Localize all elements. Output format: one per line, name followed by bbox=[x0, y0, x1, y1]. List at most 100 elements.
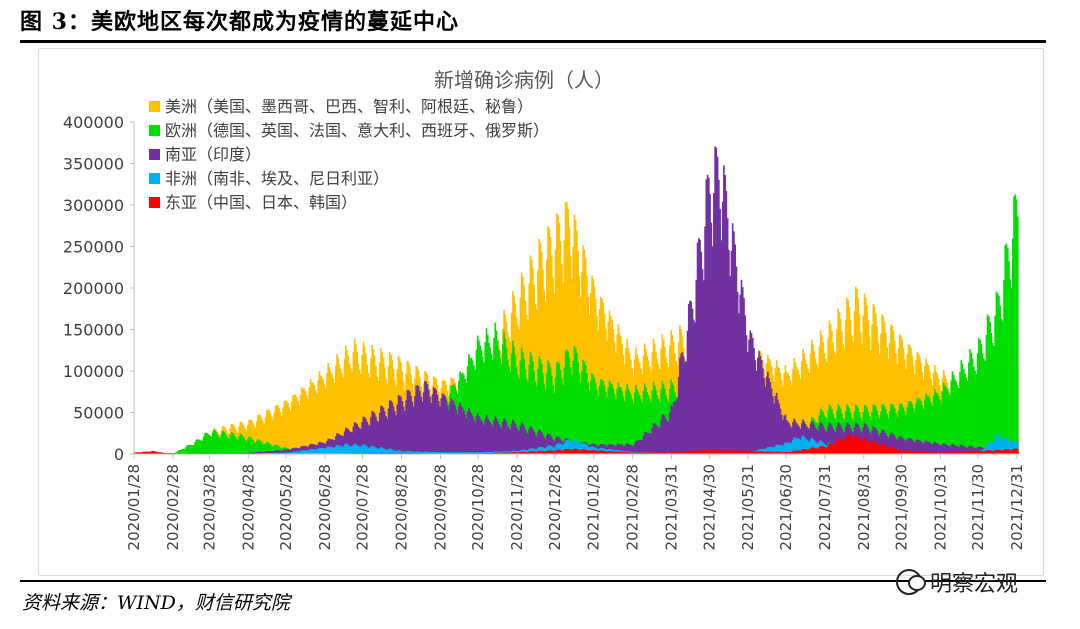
bar bbox=[445, 452, 448, 454]
bar bbox=[910, 347, 912, 454]
bar bbox=[411, 451, 414, 454]
bar bbox=[388, 400, 391, 454]
bar bbox=[430, 402, 433, 454]
bar bbox=[341, 435, 343, 454]
bar bbox=[798, 374, 801, 454]
bar bbox=[891, 446, 894, 454]
bar bbox=[985, 335, 988, 454]
bar bbox=[368, 447, 371, 454]
bar bbox=[755, 451, 758, 454]
bar bbox=[983, 358, 985, 454]
bar bbox=[839, 438, 842, 454]
bar bbox=[493, 420, 495, 454]
bar bbox=[865, 438, 867, 454]
bar bbox=[655, 452, 657, 454]
bar bbox=[870, 444, 872, 454]
bar bbox=[952, 444, 955, 454]
bar bbox=[1010, 288, 1013, 454]
bar bbox=[814, 448, 817, 454]
bar bbox=[892, 404, 895, 454]
bar bbox=[538, 450, 541, 454]
bar bbox=[811, 447, 813, 454]
bar bbox=[535, 309, 538, 454]
bar bbox=[821, 335, 823, 454]
bar bbox=[318, 447, 321, 454]
bar bbox=[313, 385, 316, 454]
bar bbox=[787, 373, 789, 454]
bar bbox=[788, 375, 791, 454]
bar bbox=[617, 451, 620, 454]
bar bbox=[945, 452, 948, 454]
bar bbox=[456, 414, 459, 454]
bar bbox=[975, 448, 978, 454]
bar bbox=[556, 362, 558, 454]
bar bbox=[294, 451, 297, 454]
bar bbox=[795, 450, 798, 454]
bar bbox=[543, 383, 546, 454]
bar bbox=[365, 445, 367, 454]
bar bbox=[994, 450, 996, 454]
bar bbox=[489, 422, 492, 454]
bar bbox=[275, 405, 278, 454]
bar bbox=[258, 414, 260, 454]
bar bbox=[558, 449, 561, 454]
bar bbox=[317, 380, 319, 454]
bar bbox=[862, 439, 865, 454]
bar bbox=[503, 452, 505, 454]
bar bbox=[345, 443, 347, 454]
bar bbox=[713, 450, 715, 454]
bar bbox=[554, 377, 557, 454]
bar bbox=[748, 339, 750, 454]
bar bbox=[179, 449, 181, 454]
bar bbox=[351, 372, 353, 454]
bar bbox=[509, 371, 512, 454]
bar bbox=[451, 452, 454, 454]
bar bbox=[507, 452, 509, 454]
bar bbox=[989, 321, 991, 454]
bar bbox=[1005, 437, 1008, 454]
bar bbox=[370, 446, 372, 454]
bar bbox=[922, 452, 925, 454]
bar bbox=[627, 388, 630, 454]
bar bbox=[863, 437, 866, 454]
bar bbox=[294, 447, 297, 454]
bar bbox=[567, 440, 569, 454]
bar bbox=[648, 433, 651, 454]
bar bbox=[323, 384, 326, 454]
bar bbox=[696, 450, 699, 454]
bar bbox=[368, 425, 371, 454]
bar bbox=[626, 384, 628, 454]
bar bbox=[302, 450, 304, 454]
bar bbox=[454, 405, 456, 454]
bar bbox=[829, 442, 832, 454]
bar bbox=[952, 451, 955, 454]
bar bbox=[872, 426, 875, 454]
bar bbox=[274, 405, 277, 454]
bar bbox=[1011, 441, 1014, 454]
bar bbox=[571, 374, 573, 454]
bar bbox=[381, 406, 384, 454]
bar bbox=[773, 447, 775, 454]
bar bbox=[586, 373, 588, 454]
bar bbox=[648, 398, 651, 454]
bar bbox=[360, 374, 362, 454]
bar bbox=[494, 416, 497, 454]
bar bbox=[566, 349, 568, 454]
bar bbox=[1004, 436, 1007, 454]
bar bbox=[578, 373, 581, 454]
bar bbox=[792, 439, 794, 454]
x-tick-label: 2020/11/28 bbox=[508, 464, 526, 550]
bar bbox=[287, 452, 289, 454]
bar bbox=[805, 363, 808, 454]
bar bbox=[749, 450, 752, 454]
bar bbox=[930, 452, 932, 454]
bar bbox=[282, 407, 284, 454]
bar bbox=[584, 258, 587, 454]
bar bbox=[442, 394, 445, 454]
bar bbox=[495, 452, 498, 454]
bar bbox=[792, 451, 794, 454]
bar bbox=[529, 451, 532, 454]
bar bbox=[543, 451, 546, 454]
bar bbox=[507, 359, 509, 454]
bar bbox=[324, 388, 327, 454]
